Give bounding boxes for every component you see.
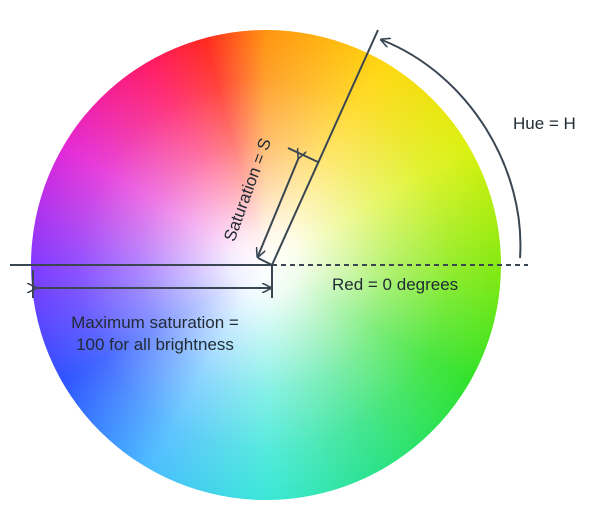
hue-radius-line — [271, 29, 379, 266]
saturation-tick-inner — [257, 257, 273, 266]
max-saturation-label: Maximum saturation = 100 for all brightn… — [50, 312, 260, 356]
max-saturation-line-2: 100 for all brightness — [76, 335, 234, 354]
saturation-tick-outer — [287, 147, 319, 163]
max-saturation-line-1: Maximum saturation = — [71, 313, 239, 332]
red-reference-label: Red = 0 degrees — [332, 275, 459, 294]
hue-arc-arrow — [382, 40, 522, 259]
saturation-dimension-arrow — [258, 157, 299, 256]
hue-label: Hue = H — [513, 114, 576, 133]
